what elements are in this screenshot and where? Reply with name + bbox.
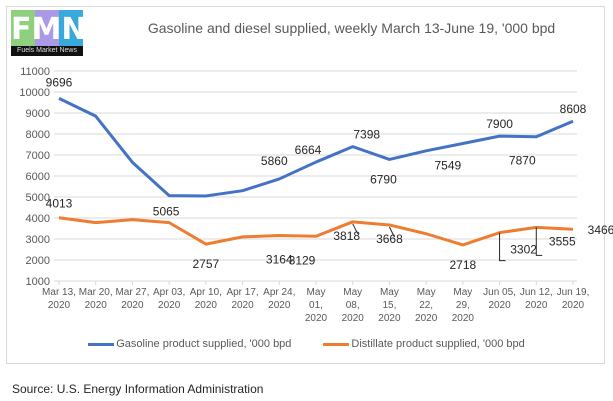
- logo-letter-f: F: [11, 12, 32, 47]
- data-label: 2718: [450, 258, 477, 272]
- chart-title: Gasoline and diesel supplied, weekly Mar…: [147, 20, 556, 36]
- data-label: 3164: [266, 253, 293, 267]
- x-tick-label: Apr 10, 2020: [190, 287, 222, 311]
- source-note: Source: U.S. Energy Information Administ…: [12, 382, 264, 396]
- data-label: 6664: [295, 143, 322, 157]
- y-tick-label: 5000: [26, 192, 50, 204]
- y-tick-label: 4000: [26, 213, 50, 225]
- data-label: 8608: [560, 102, 587, 116]
- line-chart: 1000 2000 3000 4000 5000 6000 7000 8000 9000 1000…: [19, 66, 613, 324]
- y-tick-label: 9000: [26, 108, 50, 120]
- legend-swatch-gasoline: [88, 342, 115, 346]
- x-tick-label: May 08, 2020: [342, 287, 365, 324]
- fmn-logo: F M N Fuels Market News: [11, 10, 87, 56]
- x-tick-label: Mar 20, 2020: [79, 287, 113, 311]
- data-label: 9696: [46, 75, 73, 89]
- x-tick-label: Apr 17, 2020: [226, 287, 258, 311]
- data-label: 7549: [435, 158, 462, 172]
- logo-block-blue: [59, 10, 83, 48]
- logo-block-green: [11, 10, 35, 48]
- data-label: 3818: [333, 229, 360, 243]
- x-tick-label: Jun 05, 2020: [483, 287, 516, 311]
- x-tick-label: Apr 24, 2020: [263, 287, 295, 311]
- y-tick-label: 11000: [20, 66, 50, 78]
- x-tick-label: May 22, 2020: [415, 287, 438, 324]
- x-tick-label: May 15, 2020: [378, 287, 401, 324]
- legend-item-gasoline: Gasoline product supplied, '000 bpd: [88, 338, 291, 350]
- data-label: 2757: [193, 257, 220, 271]
- data-label: 3129: [289, 253, 316, 267]
- data-label: 3555: [549, 234, 576, 248]
- logo-letters: F M N: [11, 12, 87, 48]
- x-tick-label: Jun 19, 2020: [557, 287, 590, 311]
- chart-frame: [6, 6, 605, 364]
- y-tick-label: 6000: [26, 171, 50, 183]
- legend-label-gasoline: Gasoline product supplied, '000 bpd: [116, 338, 292, 350]
- leader-line: [499, 232, 506, 262]
- data-label: 5860: [261, 154, 288, 168]
- logo-tagline: Fuels Market News: [11, 46, 83, 56]
- data-label: 3668: [376, 232, 403, 246]
- legend: Gasoline product supplied, '000 bpd Dist…: [0, 338, 613, 350]
- data-label: 3302: [510, 243, 537, 257]
- leader-line: [535, 227, 543, 256]
- y-tick-label: 7000: [26, 150, 50, 162]
- y-tick-label: 3000: [26, 234, 50, 246]
- leader-line: [352, 223, 359, 235]
- logo-letter-m: M: [31, 12, 62, 47]
- y-tick-label: 10000: [19, 87, 50, 99]
- data-label: 3466: [588, 223, 613, 237]
- x-tick-label: Apr 03, 2020: [153, 287, 185, 311]
- logo-letter-n: N: [61, 12, 87, 47]
- legend-item-distillate: Distillate product supplied, '000 bpd: [323, 338, 525, 350]
- x-tick-label: Mar 27, 2020: [115, 287, 149, 311]
- logo-block-purple: [35, 10, 59, 48]
- y-tick-label: 8000: [26, 129, 50, 141]
- data-label: 7398: [353, 128, 380, 142]
- data-label: 5065: [153, 205, 180, 219]
- y-tick-label: 1000: [26, 276, 50, 288]
- data-label: 7900: [486, 117, 513, 131]
- legend-swatch-distillate: [323, 342, 350, 346]
- leader-line: [388, 226, 395, 238]
- data-label: 6790: [370, 172, 397, 186]
- x-tick-label: May 29, 2020: [452, 287, 475, 324]
- x-tick-label: Mar 13, 2020: [42, 287, 76, 311]
- x-tick-label: May 01, 2020: [305, 287, 328, 324]
- series-line-distillate: [58, 216, 574, 247]
- data-label: 7870: [509, 154, 536, 168]
- data-label: 4013: [46, 197, 73, 211]
- y-tick-label: 2000: [26, 255, 50, 267]
- x-tick-label: Jun 12, 2020: [520, 287, 553, 311]
- legend-label-distillate: Distillate product supplied, '000 bpd: [351, 338, 525, 350]
